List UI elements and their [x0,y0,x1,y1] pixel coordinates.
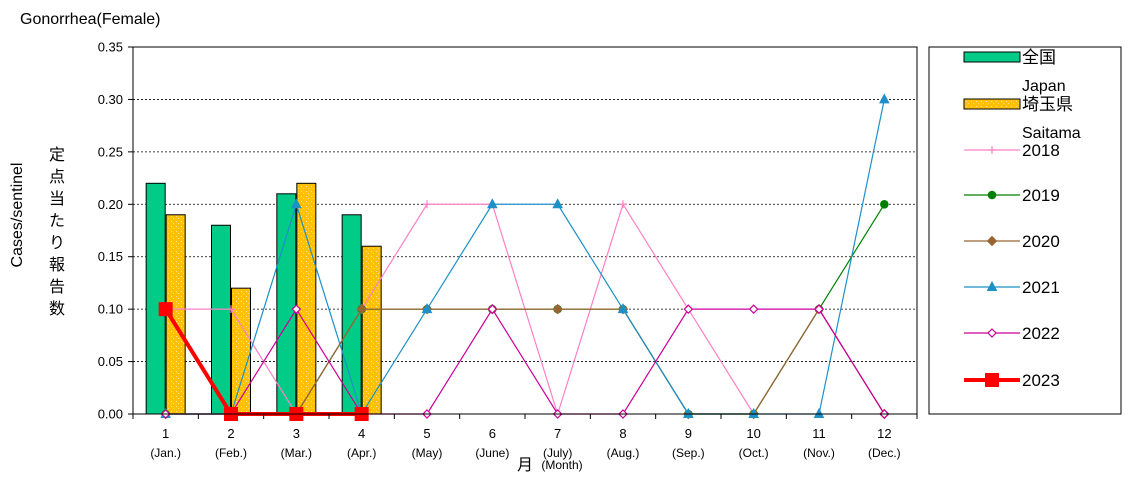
x-tick-label: 5 [423,426,430,441]
data-point [552,198,563,209]
x-tick-label: 4 [358,426,365,441]
bar [276,193,297,415]
data-point [879,93,890,104]
legend-label: 2021 [1022,278,1060,297]
x-tick-label: 10 [746,426,760,441]
data-point [683,304,694,314]
x-month-label: (Aug.) [607,446,640,460]
y-tick-label: 0.15 [98,249,123,264]
legend-label: 2022 [1022,324,1060,343]
data-point [988,146,996,154]
x-month-label: (Oct.) [739,446,769,460]
data-point [985,373,999,387]
y-axis-label-en: Cases/sentinel [9,163,26,268]
legend-box [928,46,1122,415]
x-month-label: (May) [412,446,443,460]
y-axis-ticks: 0.00 0.05 0.10 0.15 0.20 0.25 0.30 0.35 [98,40,133,422]
data-point [619,200,627,209]
x-month-label: (Nov.) [803,446,835,460]
legend-sublabel: Japan [1022,78,1066,95]
legend-swatch [963,98,1021,110]
series-lines [158,93,890,421]
legend-label: 全国 [1022,48,1056,67]
legend-label: 埼玉県 [1022,95,1073,114]
data-point [814,304,824,314]
x-month-label: (Mar.) [281,446,312,460]
data-point [748,304,759,314]
x-axis-label-ja: 月 [517,457,533,474]
x-tick-label: 6 [489,426,496,441]
legend-sublabel: Saitama [1022,125,1081,142]
bar [145,182,166,415]
data-point [552,303,563,315]
y-tick-label: 0.00 [98,407,123,422]
x-tick-label: 7 [554,426,561,441]
x-tick-label: 3 [293,426,300,441]
series-line [165,308,885,415]
legend-label: 2023 [1022,371,1060,390]
y-tick-label: 0.30 [98,92,123,107]
data-point [748,407,759,418]
legend-label: 2019 [1022,186,1060,205]
data-point [487,304,498,314]
legend-label: 2018 [1022,141,1060,160]
legend-label: 2020 [1022,232,1060,251]
x-month-label: (July) [543,446,572,460]
data-point [291,304,302,314]
y-axis-label-ja: 定点当たり報告数 [49,146,65,318]
bar [361,245,382,415]
bars [145,182,382,415]
chart-title: Gonorrhea(Female) [20,11,161,28]
data-point [158,302,173,317]
y-tick-label: 0.05 [98,354,123,369]
x-axis-ticks: 1 (Jan.) 2 (Feb.) 3 (Mar.) 4 (Apr.) 5 (May) 6 (June… [132,414,918,460]
data-point [421,303,433,314]
data-point [986,235,998,247]
data-point [356,303,367,315]
data-point [227,305,235,314]
data-point [813,407,825,418]
data-point [880,199,889,209]
x-month-label: (Apr.) [347,446,376,460]
x-tick-label: 12 [877,426,891,441]
bar [296,182,317,415]
legend-swatch [963,51,1021,63]
x-month-label: (Sep.) [672,446,705,460]
y-tick-label: 0.10 [98,302,123,317]
data-point [986,280,998,291]
x-tick-label: 9 [685,426,692,441]
data-point [987,190,997,200]
data-point [423,200,431,209]
y-tick-label: 0.35 [98,40,123,55]
data-point [291,198,302,209]
x-month-label: (Feb.) [215,446,247,460]
data-point [617,303,629,314]
x-tick-label: 1 [162,426,169,441]
x-month-label: (Dec.) [868,446,901,460]
y-tick-label: 0.20 [98,197,123,212]
x-month-label: (June) [475,446,509,460]
x-month-label: (Jan.) [150,446,181,460]
x-tick-label: 11 [812,426,826,441]
data-point [683,407,694,418]
data-point [987,328,997,338]
bar [231,287,251,415]
y-tick-label: 0.25 [98,144,123,159]
data-point [487,198,498,209]
x-tick-label: 2 [227,426,234,441]
x-tick-label: 8 [619,426,626,441]
x-axis-label-en: (Month) [541,458,582,472]
